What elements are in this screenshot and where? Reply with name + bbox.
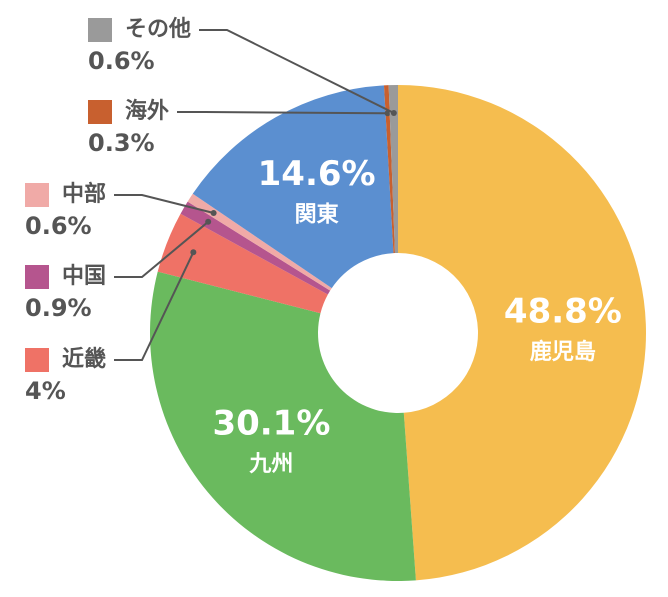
donut-slice	[180, 201, 331, 295]
leader-line	[177, 111, 388, 115]
donut-slice	[187, 193, 332, 291]
leader-dot	[210, 209, 217, 216]
donut-slice	[383, 85, 395, 254]
legend-label: 海外	[125, 98, 169, 124]
leader-line	[114, 221, 209, 278]
slice-name-label: 関東	[295, 202, 339, 227]
leader-dot	[205, 218, 212, 225]
slice-value-label: 0.3%	[88, 129, 155, 157]
slice-value-label: 0.9%	[25, 294, 92, 322]
slice-name-label: 九州	[248, 452, 293, 477]
legend-swatch	[88, 100, 112, 124]
legend-swatch	[25, 265, 49, 289]
donut-slice	[150, 271, 416, 581]
legend-swatch	[25, 348, 49, 372]
legend-swatch	[88, 18, 112, 42]
leader-dot	[190, 249, 197, 256]
leader-line	[114, 251, 195, 361]
leader-line	[199, 29, 395, 114]
slice-value-label: 0.6%	[25, 212, 92, 240]
legend-label: 中部	[62, 181, 106, 207]
legend-label: 近畿	[62, 346, 106, 372]
slice-value-label: 48.8%	[504, 292, 622, 332]
leader-dot	[390, 110, 397, 117]
slice-value-label: 14.6%	[258, 154, 376, 194]
leader-line	[114, 194, 214, 214]
slice-name-label: 鹿児島	[530, 339, 596, 365]
slice-value-label: 0.6%	[88, 47, 155, 75]
legend-label: その他	[125, 17, 191, 42]
legend-swatch	[25, 183, 49, 207]
legend-label: 中国	[62, 264, 106, 289]
donut-slice	[192, 85, 394, 289]
slice-value-label: 4%	[25, 377, 66, 405]
donut-slice	[398, 85, 646, 581]
donut-slice	[157, 213, 328, 314]
slice-value-label: 30.1%	[212, 403, 330, 443]
donut-slice	[388, 85, 398, 254]
